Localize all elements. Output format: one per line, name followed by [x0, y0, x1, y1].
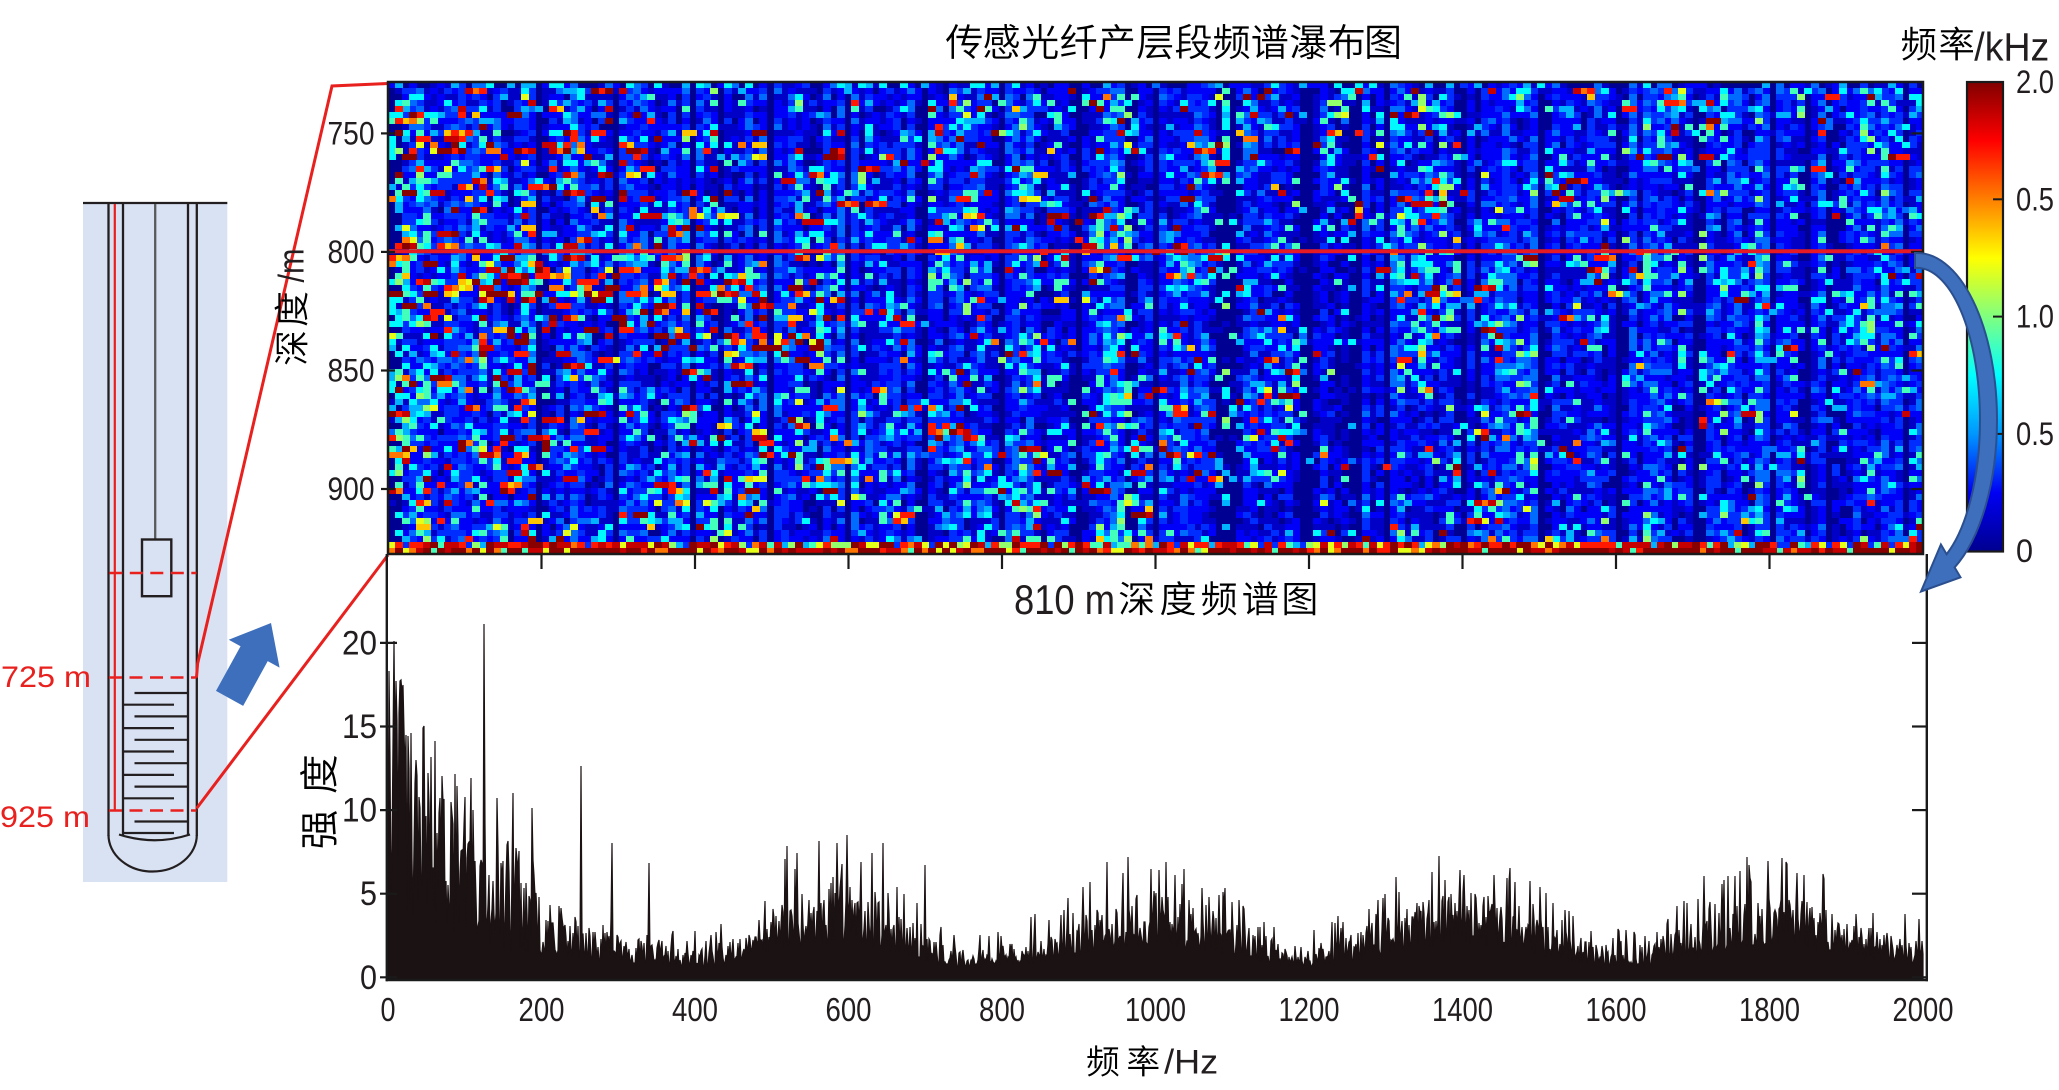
svg-text:400: 400 [672, 991, 718, 1028]
svg-text:750: 750 [328, 115, 375, 151]
svg-text:/Hz: /Hz [1164, 1043, 1218, 1081]
svg-text:900: 900 [328, 471, 375, 507]
svg-text:800: 800 [979, 991, 1025, 1028]
svg-text:925 m: 925 m [0, 801, 90, 834]
svg-text:0: 0 [2016, 533, 2033, 569]
svg-text:1600: 1600 [1586, 991, 1647, 1028]
svg-text:15: 15 [342, 708, 377, 746]
svg-text:0.5: 0.5 [2016, 181, 2054, 217]
svg-text:600: 600 [826, 991, 872, 1028]
svg-text:850: 850 [328, 353, 375, 389]
svg-text:/kHz: /kHz [1974, 25, 2049, 69]
svg-text:10: 10 [342, 792, 377, 830]
svg-text:1.0: 1.0 [2016, 299, 2054, 335]
svg-text:0: 0 [360, 959, 377, 997]
svg-text:5: 5 [360, 875, 377, 913]
svg-text:2000: 2000 [1893, 991, 1954, 1028]
svg-text:0: 0 [381, 991, 396, 1028]
svg-text:0.5: 0.5 [2016, 416, 2054, 452]
svg-text:/m: /m [271, 249, 312, 283]
svg-text:20: 20 [342, 624, 377, 662]
svg-text:1200: 1200 [1279, 991, 1340, 1028]
svg-text:1800: 1800 [1739, 991, 1800, 1028]
svg-text:725 m: 725 m [1, 661, 91, 694]
svg-text:200: 200 [519, 991, 565, 1028]
svg-text:810 m: 810 m [1014, 576, 1115, 623]
svg-text:2.0: 2.0 [2016, 64, 2054, 100]
svg-text:1000: 1000 [1125, 991, 1186, 1028]
svg-text:1400: 1400 [1432, 991, 1493, 1028]
svg-text:800: 800 [328, 234, 375, 270]
